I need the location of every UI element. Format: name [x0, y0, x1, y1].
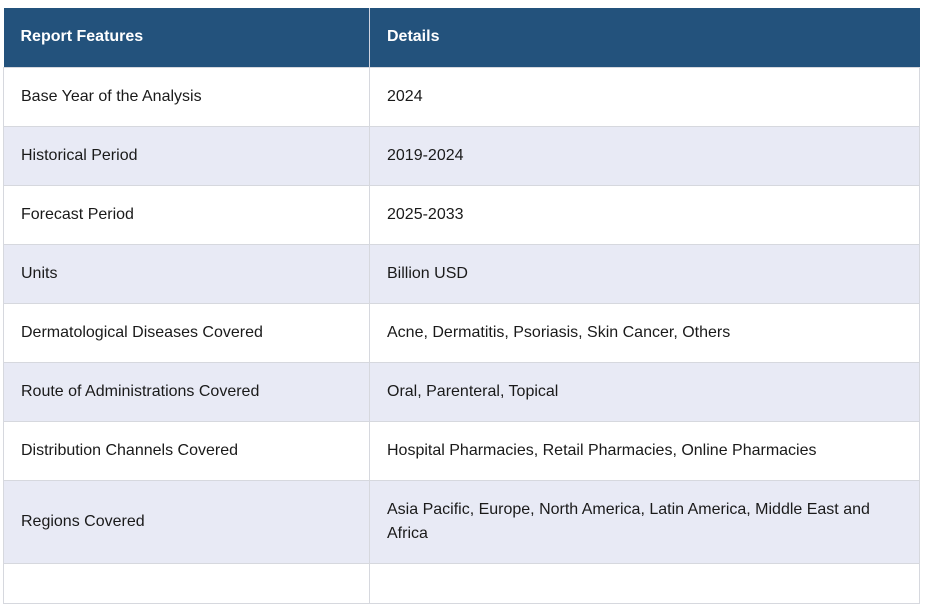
table-row: Base Year of the Analysis 2024 [3, 66, 920, 127]
table-header-row: Report Features Details [3, 8, 920, 67]
header-details: Details [369, 8, 920, 67]
detail-cell: Billion USD [369, 243, 920, 304]
detail-cell: Oral, Parenteral, Topical [369, 361, 920, 422]
detail-cell-empty [369, 562, 920, 604]
feature-cell: Dermatological Diseases Covered [3, 302, 370, 363]
report-features-table-container: Report Features Details Base Year of the… [3, 8, 920, 604]
feature-cell: Base Year of the Analysis [3, 66, 370, 127]
feature-cell: Route of Administrations Covered [3, 361, 370, 422]
table-row: Regions Covered Asia Pacific, Europe, No… [3, 479, 920, 564]
feature-cell: Forecast Period [3, 184, 370, 245]
table-row: Historical Period 2019-2024 [3, 125, 920, 186]
detail-cell: 2019-2024 [369, 125, 920, 186]
header-report-features: Report Features [3, 8, 370, 67]
report-features-table: Report Features Details Base Year of the… [3, 8, 920, 604]
table-row: Forecast Period 2025-2033 [3, 184, 920, 245]
detail-cell: Hospital Pharmacies, Retail Pharmacies, … [369, 420, 920, 481]
feature-cell: Regions Covered [3, 479, 370, 564]
table-row: Units Billion USD [3, 243, 920, 304]
feature-cell: Historical Period [3, 125, 370, 186]
feature-cell: Units [3, 243, 370, 304]
detail-cell: 2025-2033 [369, 184, 920, 245]
detail-cell: 2024 [369, 66, 920, 127]
feature-cell-empty [3, 562, 370, 604]
detail-cell: Acne, Dermatitis, Psoriasis, Skin Cancer… [369, 302, 920, 363]
table-row: Dermatological Diseases Covered Acne, De… [3, 302, 920, 363]
table-row: Distribution Channels Covered Hospital P… [3, 420, 920, 481]
table-row: Route of Administrations Covered Oral, P… [3, 361, 920, 422]
feature-cell: Distribution Channels Covered [3, 420, 370, 481]
table-row-partial [3, 562, 920, 604]
detail-cell: Asia Pacific, Europe, North America, Lat… [369, 479, 920, 564]
